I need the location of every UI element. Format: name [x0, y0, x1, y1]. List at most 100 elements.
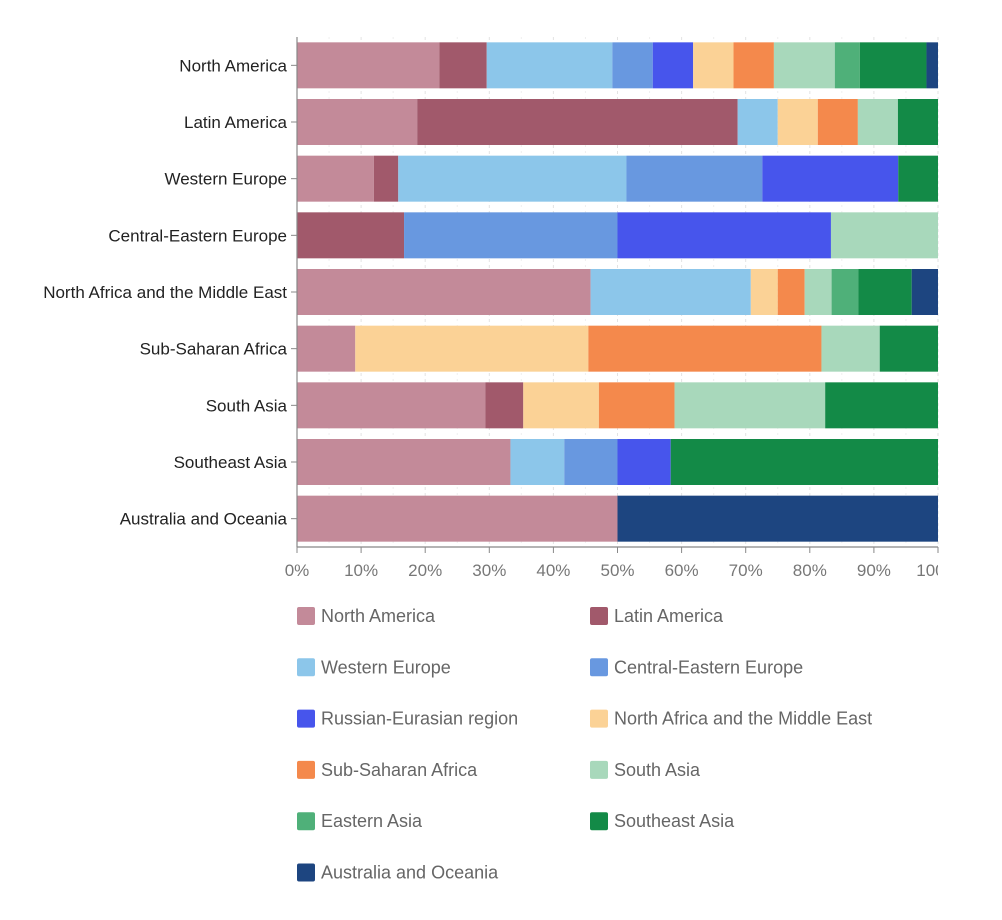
bar-latin-america-north-africa-and-the-middle-east[interactable]: [777, 99, 818, 145]
bar-australia-and-oceania-australia-and-oceania[interactable]: [617, 495, 939, 542]
bar-central-eastern-europe-latin-america[interactable]: [297, 212, 405, 259]
legend-label: Australia and Oceania: [321, 863, 499, 883]
legend-label: Southeast Asia: [614, 811, 735, 831]
category-labels: North America Latin America Western Europe…: [43, 56, 287, 528]
legend-swatch: [590, 658, 608, 677]
category-label-south-asia: South Asia: [206, 396, 288, 415]
bar-south-asia-north-america[interactable]: [297, 382, 486, 429]
legend-swatch: [590, 760, 608, 779]
category-label-north-africa-and-the-middle-east: North Africa and the Middle East: [43, 283, 287, 302]
bar-north-america-south-asia[interactable]: [773, 42, 835, 89]
bar-south-asia-south-asia[interactable]: [674, 382, 826, 429]
tick-labels: 0% 10% 20% 30% 40% 50% 60% 70% 80% 90% 100%: [285, 561, 959, 580]
bar-central-eastern-europe-south-asia[interactable]: [830, 212, 938, 259]
legend-label: Russian-Eurasian region: [321, 709, 518, 729]
legend-swatch: [590, 812, 608, 831]
legend-item-north-africa-and-the-middle-east[interactable]: North Africa and the Middle East: [590, 709, 872, 729]
bar-western-europe-western-europe[interactable]: [398, 155, 627, 202]
x-tick-label: 20%: [408, 561, 442, 580]
bar-north-africa-and-the-middle-east-north-africa-and-the-middle-east[interactable]: [750, 269, 778, 315]
bar-north-america-russian-eurasian-region[interactable]: [652, 42, 694, 89]
bar-southeast-asia-north-america[interactable]: [297, 439, 511, 485]
bar-north-america-western-europe[interactable]: [486, 42, 613, 89]
legend-item-western-europe[interactable]: Western Europe: [297, 657, 451, 677]
bar-north-america-australia-and-oceania[interactable]: [926, 42, 938, 89]
bar-latin-america-north-america[interactable]: [297, 99, 418, 145]
legend-label: South Asia: [614, 760, 701, 780]
bar-western-europe-southeast-asia[interactable]: [898, 155, 938, 202]
x-tick-label: 50%: [600, 561, 634, 580]
bar-southeast-asia-russian-eurasian-region[interactable]: [617, 439, 671, 485]
bar-sub-saharan-africa-sub-saharan-africa[interactable]: [588, 325, 822, 372]
bar-north-america-central-eastern-europe[interactable]: [612, 42, 653, 89]
bar-latin-america-south-asia[interactable]: [857, 99, 898, 145]
bar-sub-saharan-africa-north-america[interactable]: [297, 325, 356, 372]
bar-north-america-sub-saharan-africa[interactable]: [733, 42, 774, 89]
legend-item-russian-eurasian-region[interactable]: Russian-Eurasian region: [297, 709, 518, 729]
legend-item-central-eastern-europe[interactable]: Central-Eastern Europe: [590, 657, 803, 677]
bar-north-africa-and-the-middle-east-western-europe[interactable]: [590, 269, 751, 315]
bar-central-eastern-europe-central-eastern-europe[interactable]: [404, 212, 618, 259]
bar-southeast-asia-central-eastern-europe[interactable]: [564, 439, 618, 485]
legend-label: Latin America: [614, 606, 724, 626]
bar-north-africa-and-the-middle-east-sub-saharan-africa[interactable]: [777, 269, 805, 315]
bar-south-asia-north-africa-and-the-middle-east[interactable]: [523, 382, 599, 429]
legend-swatch: [297, 760, 315, 779]
bar-latin-america-latin-america[interactable]: [417, 99, 738, 145]
bar-central-eastern-europe-russian-eurasian-region[interactable]: [617, 212, 831, 259]
legend-item-eastern-asia[interactable]: Eastern Asia: [297, 811, 423, 831]
bar-sub-saharan-africa-north-africa-and-the-middle-east[interactable]: [355, 325, 589, 372]
x-tick-label: 0%: [285, 561, 310, 580]
bar-latin-america-sub-saharan-africa[interactable]: [817, 99, 858, 145]
bar-western-europe-north-america[interactable]: [297, 155, 374, 202]
bar-north-america-north-africa-and-the-middle-east[interactable]: [693, 42, 734, 89]
bar-southeast-asia-western-europe[interactable]: [510, 439, 565, 485]
category-label-latin-america: Latin America: [184, 113, 288, 132]
bar-sub-saharan-africa-south-asia[interactable]: [821, 325, 880, 372]
x-tick-label: 30%: [472, 561, 506, 580]
x-tick-label: 10%: [344, 561, 378, 580]
legend-label: Western Europe: [321, 657, 451, 677]
legend-swatch: [297, 658, 315, 677]
category-label-western-europe: Western Europe: [164, 170, 287, 189]
bar-southeast-asia-southeast-asia[interactable]: [670, 439, 938, 485]
bar-north-africa-and-the-middle-east-southeast-asia[interactable]: [858, 269, 912, 315]
legend-swatch: [297, 863, 315, 882]
bar-latin-america-southeast-asia[interactable]: [897, 99, 938, 145]
category-label-australia-and-oceania: Australia and Oceania: [120, 510, 288, 529]
legend: North America Latin America Western Europe…: [297, 606, 872, 883]
legend-label: North Africa and the Middle East: [614, 709, 872, 729]
legend-item-southeast-asia[interactable]: Southeast Asia: [590, 811, 735, 831]
category-label-central-eastern-europe: Central-Eastern Europe: [108, 226, 287, 245]
category-label-sub-saharan-africa: Sub-Saharan Africa: [140, 340, 288, 359]
bar-north-africa-and-the-middle-east-australia-and-oceania[interactable]: [911, 269, 938, 315]
bars: [297, 42, 939, 542]
bar-north-africa-and-the-middle-east-south-asia[interactable]: [804, 269, 832, 315]
bar-north-africa-and-the-middle-east-eastern-asia[interactable]: [831, 269, 859, 315]
bar-western-europe-central-eastern-europe[interactable]: [626, 155, 763, 202]
bar-north-america-eastern-asia[interactable]: [834, 42, 860, 89]
bar-north-america-southeast-asia[interactable]: [859, 42, 927, 89]
bar-north-africa-and-the-middle-east-north-america[interactable]: [297, 269, 591, 315]
legend-item-australia-and-oceania[interactable]: Australia and Oceania: [297, 863, 499, 883]
bar-australia-and-oceania-north-america[interactable]: [297, 495, 618, 542]
legend-label: Sub-Saharan Africa: [321, 760, 478, 780]
bar-north-america-north-america[interactable]: [297, 42, 440, 89]
bar-north-america-latin-america[interactable]: [439, 42, 487, 89]
bar-western-europe-russian-eurasian-region[interactable]: [762, 155, 899, 202]
legend-item-north-america[interactable]: North America: [297, 606, 436, 626]
bar-sub-saharan-africa-southeast-asia[interactable]: [879, 325, 938, 372]
bar-south-asia-latin-america[interactable]: [485, 382, 524, 429]
legend-item-south-asia[interactable]: South Asia: [590, 760, 701, 780]
bar-south-asia-southeast-asia[interactable]: [825, 382, 938, 429]
legend-item-latin-america[interactable]: Latin America: [590, 606, 724, 626]
x-tick-label: 100%: [916, 561, 959, 580]
bar-south-asia-sub-saharan-africa[interactable]: [598, 382, 675, 429]
bar-western-europe-latin-america[interactable]: [373, 155, 399, 202]
legend-item-sub-saharan-africa[interactable]: Sub-Saharan Africa: [297, 760, 478, 780]
x-tick-label: 80%: [793, 561, 827, 580]
legend-swatch: [297, 607, 315, 625]
legend-swatch: [590, 607, 608, 625]
bar-latin-america-western-europe[interactable]: [737, 99, 778, 145]
